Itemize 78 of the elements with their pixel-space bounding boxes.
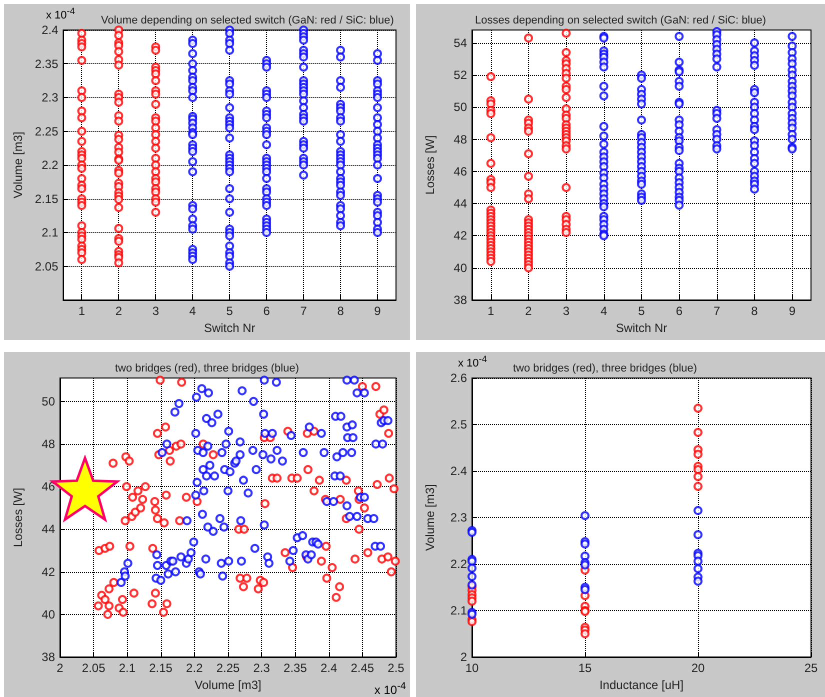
x-tick-label: 10 [465,661,479,675]
x-tick-label: 3 [152,304,160,318]
y-tick-label: 2.4 [450,464,468,478]
x-tick-label: 2.45 [350,661,374,675]
chart-title: Volume depending on selected switch (GaN: red / SiC: blue) [101,14,394,26]
x-axis-title: Volume [m3] [194,678,262,692]
y-tick-label: 46 [42,480,56,494]
text: x 10$^{-4}$ [458,354,487,370]
y-tick-label: 50 [42,394,56,408]
chart-title: Losses depending on selected switch (GaN: red / SiC: blue) [474,14,766,26]
y-tick-label: 2.1 [42,226,59,240]
y-tick-label: 44 [42,522,56,536]
x-tick-label: 2.2 [186,661,204,675]
text: x 10$^{-4}$ [46,6,75,22]
y-tick-label: 42 [454,228,468,243]
x-tick-label: 8 [337,304,344,318]
y-tick-label: 2.5 [450,418,468,432]
x-tick-label: 8 [751,304,758,318]
y-axis-title: Losses [W] [11,488,25,548]
y-tick-label: 50 [454,100,468,114]
x-axis-title: Switch Nr [204,321,256,335]
y-tick-label: 2.2 [42,158,59,172]
y-tick-label: 2 [460,650,468,664]
x-tick-label: 1 [78,304,86,318]
y-axis-title: Volume [m3] [423,484,437,551]
x-tick-label: 9 [374,304,382,318]
y-tick-label: 2.25 [34,124,59,138]
y-tick-label: 54 [454,36,468,50]
x-tick-label: 4 [189,304,196,318]
x-tick-label: 2.5 [388,661,405,675]
y-tick-label: 46 [454,164,468,178]
x-tick-label: 6 [263,304,270,318]
y-tick-label: 38 [454,293,468,307]
y-tick-label: 2.15 [34,192,59,206]
x-tick-label: 9 [788,304,796,318]
y-tick-label: 38 [42,650,56,664]
x-tick-label: 2.05 [82,661,106,675]
y-tick-label: 48 [42,437,56,452]
y-tick-label: 48 [454,132,468,146]
y-tick-label: 2.4 [42,23,59,37]
x-axis-title: Inductance [uH] [599,678,684,692]
x-tick-label: 2.15 [149,661,173,675]
x-tick-label: 7 [713,304,720,318]
x-tick-label: 2.4 [320,661,338,675]
x-tick-label: 6 [676,304,683,318]
y-tick-label: 2.3 [450,510,468,524]
x-tick-label: 2 [525,304,532,318]
text: x 10$^{-4}$ [374,681,406,697]
x-tick-label: 3 [562,304,570,318]
y-axis-title: Losses [W] [423,135,437,195]
x-axis-title: Switch Nr [616,321,668,335]
y-tick-label: 44 [454,196,468,211]
y-tick-label: 2.1 [450,604,468,618]
y-tick-label: 40 [454,260,468,275]
x-tick-label: 2.3 [253,661,270,675]
x-tick-label: 7 [300,304,308,318]
y-axis-title: Volume [m3] [11,132,25,198]
chart-title: two bridges (red), three bridges (blue) [513,362,698,374]
x-tick-label: 2.25 [216,661,240,675]
x-tick-label: 2 [115,304,122,318]
y-tick-label: 2.6 [450,371,468,385]
y-tick-label: 40 [42,607,56,622]
x-tick-label: 2.1 [118,661,136,675]
x-tick-label: 25 [804,661,818,675]
chart-title: two bridges (red), three bridges (blue) [114,362,300,374]
y-tick-label: 52 [454,68,468,82]
y-tick-label: 2.05 [34,259,59,274]
y-tick-label: 2.2 [450,557,468,571]
x-tick-label: 5 [638,304,646,318]
x-tick-label: 4 [600,304,608,318]
x-tick-label: 1 [487,304,494,318]
y-tick-label: 42 [42,564,56,579]
x-tick-label: 5 [226,304,234,318]
x-tick-label: 20 [691,661,705,675]
x-tick-label: 15 [578,661,592,675]
y-tick-label: 2.35 [34,56,59,71]
y-tick-label: 2.3 [42,90,59,104]
x-tick-label: 2.35 [284,661,308,675]
